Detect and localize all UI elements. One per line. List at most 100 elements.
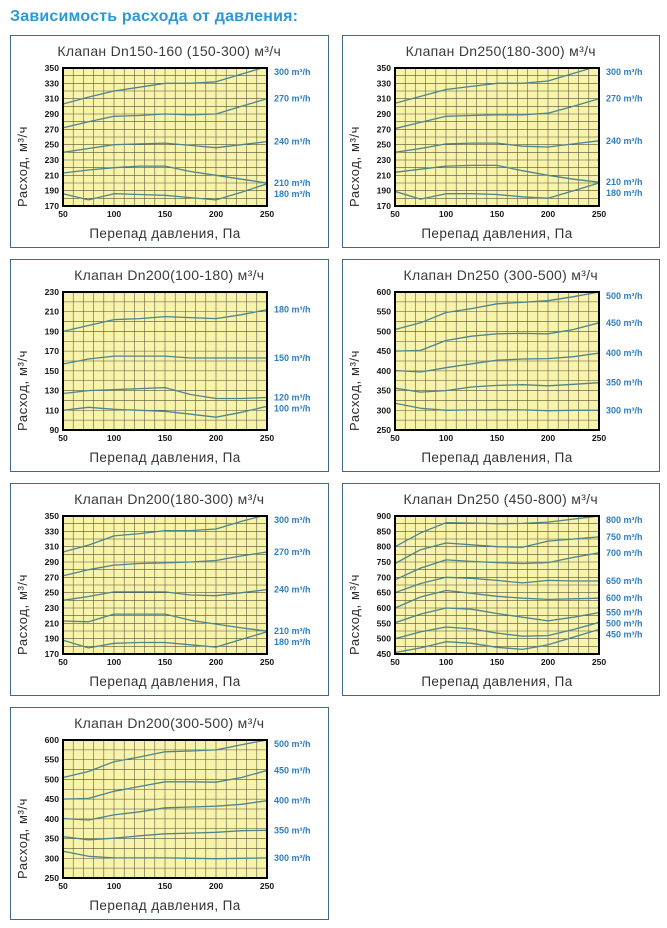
svg-text:750: 750	[376, 557, 391, 567]
svg-text:210 m³/h: 210 m³/h	[274, 178, 311, 188]
svg-text:50: 50	[58, 433, 68, 443]
svg-text:270: 270	[376, 124, 391, 134]
svg-text:290: 290	[376, 109, 391, 119]
svg-text:200: 200	[209, 209, 224, 219]
svg-text:650 m³/h: 650 m³/h	[606, 576, 643, 586]
svg-text:600: 600	[376, 287, 391, 297]
svg-text:290: 290	[45, 557, 60, 567]
svg-text:190: 190	[45, 186, 60, 196]
svg-text:240 m³/h: 240 m³/h	[606, 136, 643, 146]
svg-text:550: 550	[376, 618, 391, 628]
svg-text:190: 190	[45, 326, 60, 336]
svg-text:300 m³/h: 300 m³/h	[274, 67, 311, 77]
svg-text:250: 250	[45, 140, 60, 150]
svg-text:350 m³/h: 350 m³/h	[274, 825, 311, 835]
y-axis-label: Расход, м³/ч	[346, 573, 362, 655]
y-axis-label: Расход, м³/ч	[346, 349, 362, 431]
svg-text:250: 250	[376, 425, 391, 435]
svg-text:600: 600	[376, 603, 391, 613]
chart-body: Расход, м³/ч 170 190 210 230 250 270 290 310 330…	[14, 510, 325, 692]
svg-text:200: 200	[540, 433, 555, 443]
chart-body: Расход, м³/ч 250 300 350 400 450 500 550 600 50 1…	[14, 734, 325, 916]
chart-body: Расход, м³/ч 250 300 350 400 450 500 550 600 50 1…	[346, 286, 657, 468]
svg-text:350 m³/h: 350 m³/h	[606, 378, 643, 388]
svg-text:800: 800	[376, 542, 391, 552]
svg-text:250: 250	[260, 433, 275, 443]
svg-text:250: 250	[260, 881, 275, 891]
chart-title: Клапан Dn250 (450-800) м³/ч	[403, 491, 598, 507]
svg-text:50: 50	[390, 433, 400, 443]
svg-text:200: 200	[209, 657, 224, 667]
chart-panel-dn250-180-300: Клапан Dn250(180-300) м³/ч Расход, м³/ч …	[341, 35, 660, 248]
svg-text:240 m³/h: 240 m³/h	[274, 585, 311, 595]
svg-text:150 m³/h: 150 m³/h	[274, 353, 311, 363]
svg-text:170: 170	[45, 201, 60, 211]
svg-text:290: 290	[45, 109, 60, 119]
svg-text:750 m³/h: 750 m³/h	[606, 532, 643, 542]
svg-text:330: 330	[45, 526, 60, 536]
svg-text:100: 100	[438, 209, 453, 219]
svg-text:210: 210	[45, 618, 60, 628]
svg-text:150: 150	[158, 209, 173, 219]
svg-text:300 m³/h: 300 m³/h	[606, 67, 643, 77]
svg-text:600 m³/h: 600 m³/h	[606, 593, 643, 603]
chart-title: Клапан Dn150-160 (150-300) м³/ч	[57, 43, 282, 59]
svg-text:210: 210	[376, 170, 391, 180]
chart-canvas: 170 190 210 230 250 270 290 310 330 350 50 100 150 20…	[45, 511, 311, 689]
svg-text:150: 150	[489, 657, 504, 667]
chart-body: Расход, м³/ч 450 500 550 600 650 700 750 800 850…	[346, 510, 657, 692]
svg-text:150: 150	[158, 657, 173, 667]
svg-text:300 m³/h: 300 m³/h	[606, 405, 643, 415]
chart-canvas: 250 300 350 400 450 500 550 600 50 100 150 200 250 50…	[376, 287, 643, 465]
svg-text:180 m³/h: 180 m³/h	[274, 305, 311, 315]
chart-panel-dn150-160-150-300: Клапан Dn150-160 (150-300) м³/ч Расход, …	[10, 35, 329, 248]
svg-text:300: 300	[376, 405, 391, 415]
svg-text:450 m³/h: 450 m³/h	[606, 630, 643, 640]
charts-grid: Клапан Dn150-160 (150-300) м³/ч Расход, …	[10, 35, 660, 920]
svg-text:190: 190	[45, 634, 60, 644]
svg-text:450 m³/h: 450 m³/h	[606, 318, 643, 328]
svg-text:400: 400	[45, 814, 60, 824]
y-axis-label: Расход, м³/ч	[15, 349, 30, 431]
svg-text:500 m³/h: 500 m³/h	[274, 739, 311, 749]
svg-text:550 m³/h: 550 m³/h	[606, 608, 643, 618]
svg-text:180 m³/h: 180 m³/h	[274, 189, 311, 199]
svg-text:250: 250	[45, 873, 60, 883]
svg-text:330: 330	[45, 78, 60, 88]
svg-text:50: 50	[58, 881, 68, 891]
svg-text:450: 450	[376, 649, 391, 659]
svg-text:180 m³/h: 180 m³/h	[274, 637, 311, 647]
chart-panel-dn250-300-500: Клапан Dn250 (300-500) м³/ч Расход, м³/ч…	[341, 259, 660, 472]
svg-text:450 m³/h: 450 m³/h	[274, 765, 311, 775]
svg-text:100: 100	[438, 657, 453, 667]
svg-text:50: 50	[390, 657, 400, 667]
svg-text:250: 250	[376, 140, 391, 150]
svg-text:130: 130	[45, 386, 60, 396]
svg-text:200: 200	[209, 881, 224, 891]
svg-text:350: 350	[376, 63, 391, 73]
svg-text:250: 250	[591, 209, 606, 219]
svg-text:200: 200	[209, 433, 224, 443]
chart-canvas: 250 300 350 400 450 500 550 600 50 100 150 200 250 50…	[45, 735, 311, 913]
svg-text:250: 250	[45, 588, 60, 598]
svg-text:550: 550	[45, 755, 60, 765]
svg-text:600: 600	[45, 735, 60, 745]
svg-text:350: 350	[376, 386, 391, 396]
chart-panel-dn200-180-300: Клапан Dn200(180-300) м³/ч Расход, м³/ч …	[10, 483, 329, 696]
svg-text:Перепад давления, Па: Перепад давления, Па	[89, 674, 240, 689]
svg-text:Перепад давления, Па: Перепад давления, Па	[421, 674, 572, 689]
svg-text:150: 150	[158, 433, 173, 443]
svg-text:700 m³/h: 700 m³/h	[606, 548, 643, 558]
svg-text:150: 150	[45, 366, 60, 376]
svg-text:230: 230	[45, 603, 60, 613]
svg-text:150: 150	[158, 881, 173, 891]
svg-text:400 m³/h: 400 m³/h	[606, 348, 643, 358]
chart-canvas: 90 110 130 150 170 190 210 230 50 100 150 200 250 180…	[45, 287, 311, 465]
svg-text:900: 900	[376, 511, 391, 521]
y-axis-label: Расход, м³/ч	[15, 125, 30, 207]
svg-text:270 m³/h: 270 m³/h	[606, 94, 643, 104]
y-axis-label: Расход, м³/ч	[15, 797, 30, 879]
svg-text:250: 250	[591, 433, 606, 443]
svg-text:200: 200	[540, 657, 555, 667]
